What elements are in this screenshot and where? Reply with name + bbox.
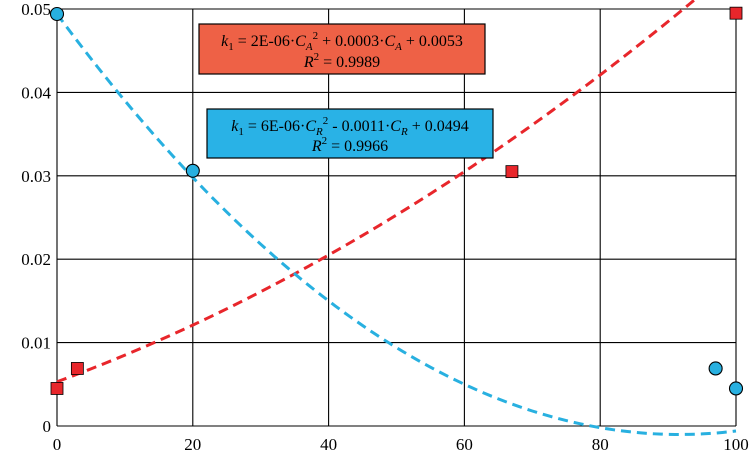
equation-box-ca: k1 = 2E-06·CA2 + 0.0003·CA + 0.0053 R2 =…	[198, 23, 486, 75]
marker-cr-3	[728, 381, 744, 396]
marker-ca-1	[70, 362, 84, 375]
y-tick-label-0.01: 0.01	[21, 334, 51, 353]
x-tick-label-40: 40	[320, 435, 337, 454]
equation-box-cr: k1 = 6E-06·CR2 - 0.0011·CR + 0.0494 R2 =…	[206, 108, 494, 159]
x-tick-label-100: 100	[723, 435, 749, 454]
x-tick-label-80: 80	[592, 435, 609, 454]
y-tick-label-0.03: 0.03	[21, 167, 51, 186]
trendline-cr	[55, 13, 737, 436]
marker-ca-3	[729, 6, 743, 20]
equation-cr-formula: k1 = 6E-06·CR2 - 0.0011·CR + 0.0494	[231, 115, 468, 138]
x-tick-label-0: 0	[53, 435, 62, 454]
marker-cr-0	[49, 6, 65, 22]
equation-cr-r2: R2 = 0.9966	[311, 135, 388, 155]
y-tick-label-0: 0	[43, 417, 52, 436]
y-tick-label-0.02: 0.02	[21, 250, 51, 269]
y-tick-label-0.05: 0.05	[21, 0, 51, 19]
x-tick-label-60: 60	[456, 435, 473, 454]
data-markers	[49, 6, 744, 396]
marker-cr-2	[708, 361, 723, 376]
grid	[56, 8, 737, 427]
trendlines	[55, 0, 737, 436]
equation-ca-formula: k1 = 2E-06·CA2 + 0.0003·CA + 0.0053	[221, 30, 463, 53]
x-tick-label-20: 20	[184, 435, 201, 454]
equation-ca-r2: R2 = 0.9989	[303, 51, 380, 71]
equation-box-ca-bg	[198, 23, 486, 75]
marker-ca-0	[50, 382, 64, 395]
y-tick-label-0.04: 0.04	[21, 83, 51, 102]
tick-labels: 0 20 40 60 80 100 0 0.01 0.02 0.03 0.04 0.05	[21, 0, 749, 454]
equation-box-cr-bg	[206, 108, 494, 159]
marker-cr-1	[185, 163, 200, 178]
marker-ca-2	[505, 165, 519, 179]
